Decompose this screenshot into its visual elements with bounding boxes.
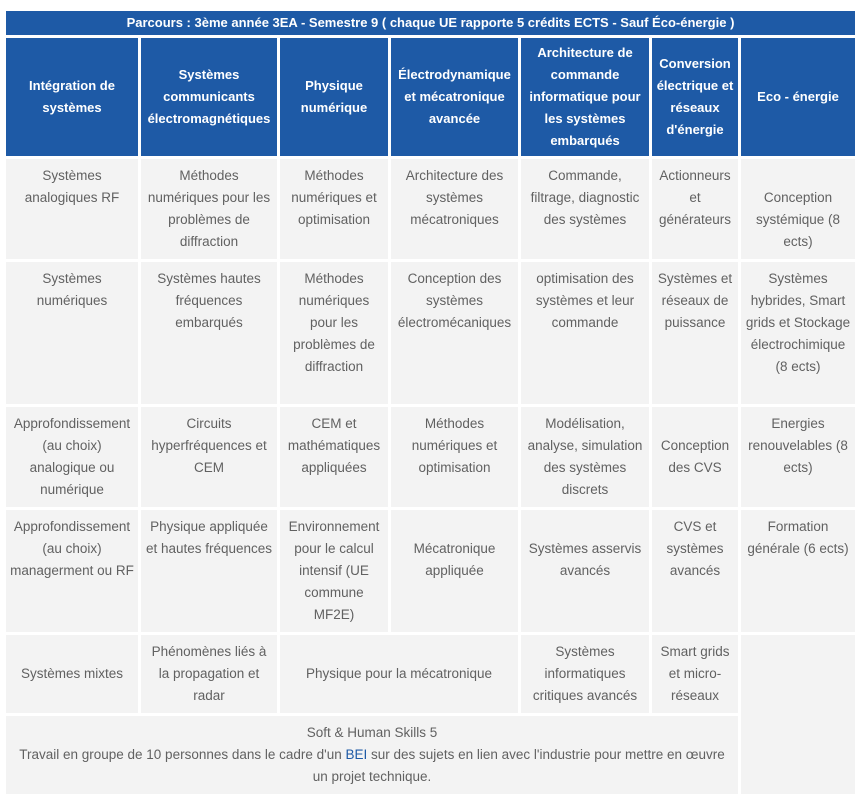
header-row: Intégration de systèmes Systèmes communi… (6, 38, 855, 156)
table-cell: Architecture des systèmes mécatroniques (391, 159, 518, 259)
table-row: Approfondissement (au choix) analogique … (6, 407, 855, 507)
column-header: Systèmes communicants électromagnétiques (141, 38, 277, 156)
column-header: Intégration de systèmes (6, 38, 138, 156)
table-cell: Approfondissement (au choix) managerment… (6, 510, 138, 632)
column-header: Physique numérique (280, 38, 388, 156)
table-cell: Energies renouvelables (8 ects) (741, 407, 855, 507)
table-cell: Méthodes numériques et optimisation (391, 407, 518, 507)
table-cell: Smart grids et micro-réseaux (652, 635, 738, 713)
table-cell: CEM et mathématiques appliquées (280, 407, 388, 507)
table-cell: Physique appliquée et hautes fréquences (141, 510, 277, 632)
footer-description: Travail en groupe de 10 personnes dans l… (10, 744, 734, 788)
table-cell: Systèmes hybrides, Smart grids et Stocka… (741, 262, 855, 404)
table-cell: Systèmes hautes fréquences embarqués (141, 262, 277, 404)
empty-cell (741, 635, 855, 794)
table-cell: Physique pour la mécatronique (280, 635, 518, 713)
table-cell: CVS et systèmes avancés (652, 510, 738, 632)
table-cell: Phénomènes liés à la propagation et rada… (141, 635, 277, 713)
column-header: Eco - énergie (741, 38, 855, 156)
table-cell: Conception des systèmes électromécanique… (391, 262, 518, 404)
footer-text-after: sur des sujets en lien avec l'industrie … (312, 747, 725, 784)
column-header: Conversion électrique et réseaux d'énerg… (652, 38, 738, 156)
table-cell: Mécatronique appliquée (391, 510, 518, 632)
footer-row: Soft & Human Skills 5 Travail en groupe … (6, 716, 855, 794)
table-cell: Méthodes numériques pour les problèmes d… (141, 159, 277, 259)
table-cell: Conception systémique (8 ects) (741, 159, 855, 259)
bei-link[interactable]: BEI (345, 747, 368, 762)
table-cell: Systèmes informatiques critiques avancés (521, 635, 649, 713)
table-cell: Formation générale (6 ects) (741, 510, 855, 632)
table-row: Systèmes numériques Systèmes hautes fréq… (6, 262, 855, 404)
table-cell: Méthodes numériques pour les problèmes d… (280, 262, 388, 404)
table-cell: Conception des CVS (652, 407, 738, 507)
table-row: Systèmes mixtes Phénomènes liés à la pro… (6, 635, 855, 794)
table-cell: Approfondissement (au choix) analogique … (6, 407, 138, 507)
table-cell: Méthodes numériques et optimisation (280, 159, 388, 259)
table-cell: Commande, filtrage, diagnostic des systè… (521, 159, 649, 259)
table-title: Parcours : 3ème année 3EA - Semestre 9 (… (6, 11, 855, 35)
table-row: Systèmes analogiques RF Méthodes numériq… (6, 159, 855, 259)
table-cell: Systèmes analogiques RF (6, 159, 138, 259)
table-cell: Actionneurs et générateurs (652, 159, 738, 259)
table-cell: Systèmes asservis avancés (521, 510, 649, 632)
table-cell: Systèmes numériques (6, 262, 138, 404)
table-row: Approfondissement (au choix) managerment… (6, 510, 855, 632)
footer-title: Soft & Human Skills 5 (306, 725, 438, 740)
table-cell: optimisation des systèmes et leur comman… (521, 262, 649, 404)
column-header: Architecture de commande informatique po… (521, 38, 649, 156)
curriculum-table: Parcours : 3ème année 3EA - Semestre 9 (… (3, 8, 858, 797)
table-cell: Circuits hyperfréquences et CEM (141, 407, 277, 507)
table-cell: Systèmes et réseaux de puissance (652, 262, 738, 404)
footer-cell: Soft & Human Skills 5 Travail en groupe … (6, 716, 738, 794)
table-cell: Modélisation, analyse, simulation des sy… (521, 407, 649, 507)
table-cell: Environnement pour le calcul intensif (U… (280, 510, 388, 632)
footer-text-before: Travail en groupe de 10 personnes dans l… (19, 747, 346, 762)
table-cell: Systèmes mixtes (6, 635, 138, 713)
column-header: Électrodynamique et mécatronique avancée (391, 38, 518, 156)
